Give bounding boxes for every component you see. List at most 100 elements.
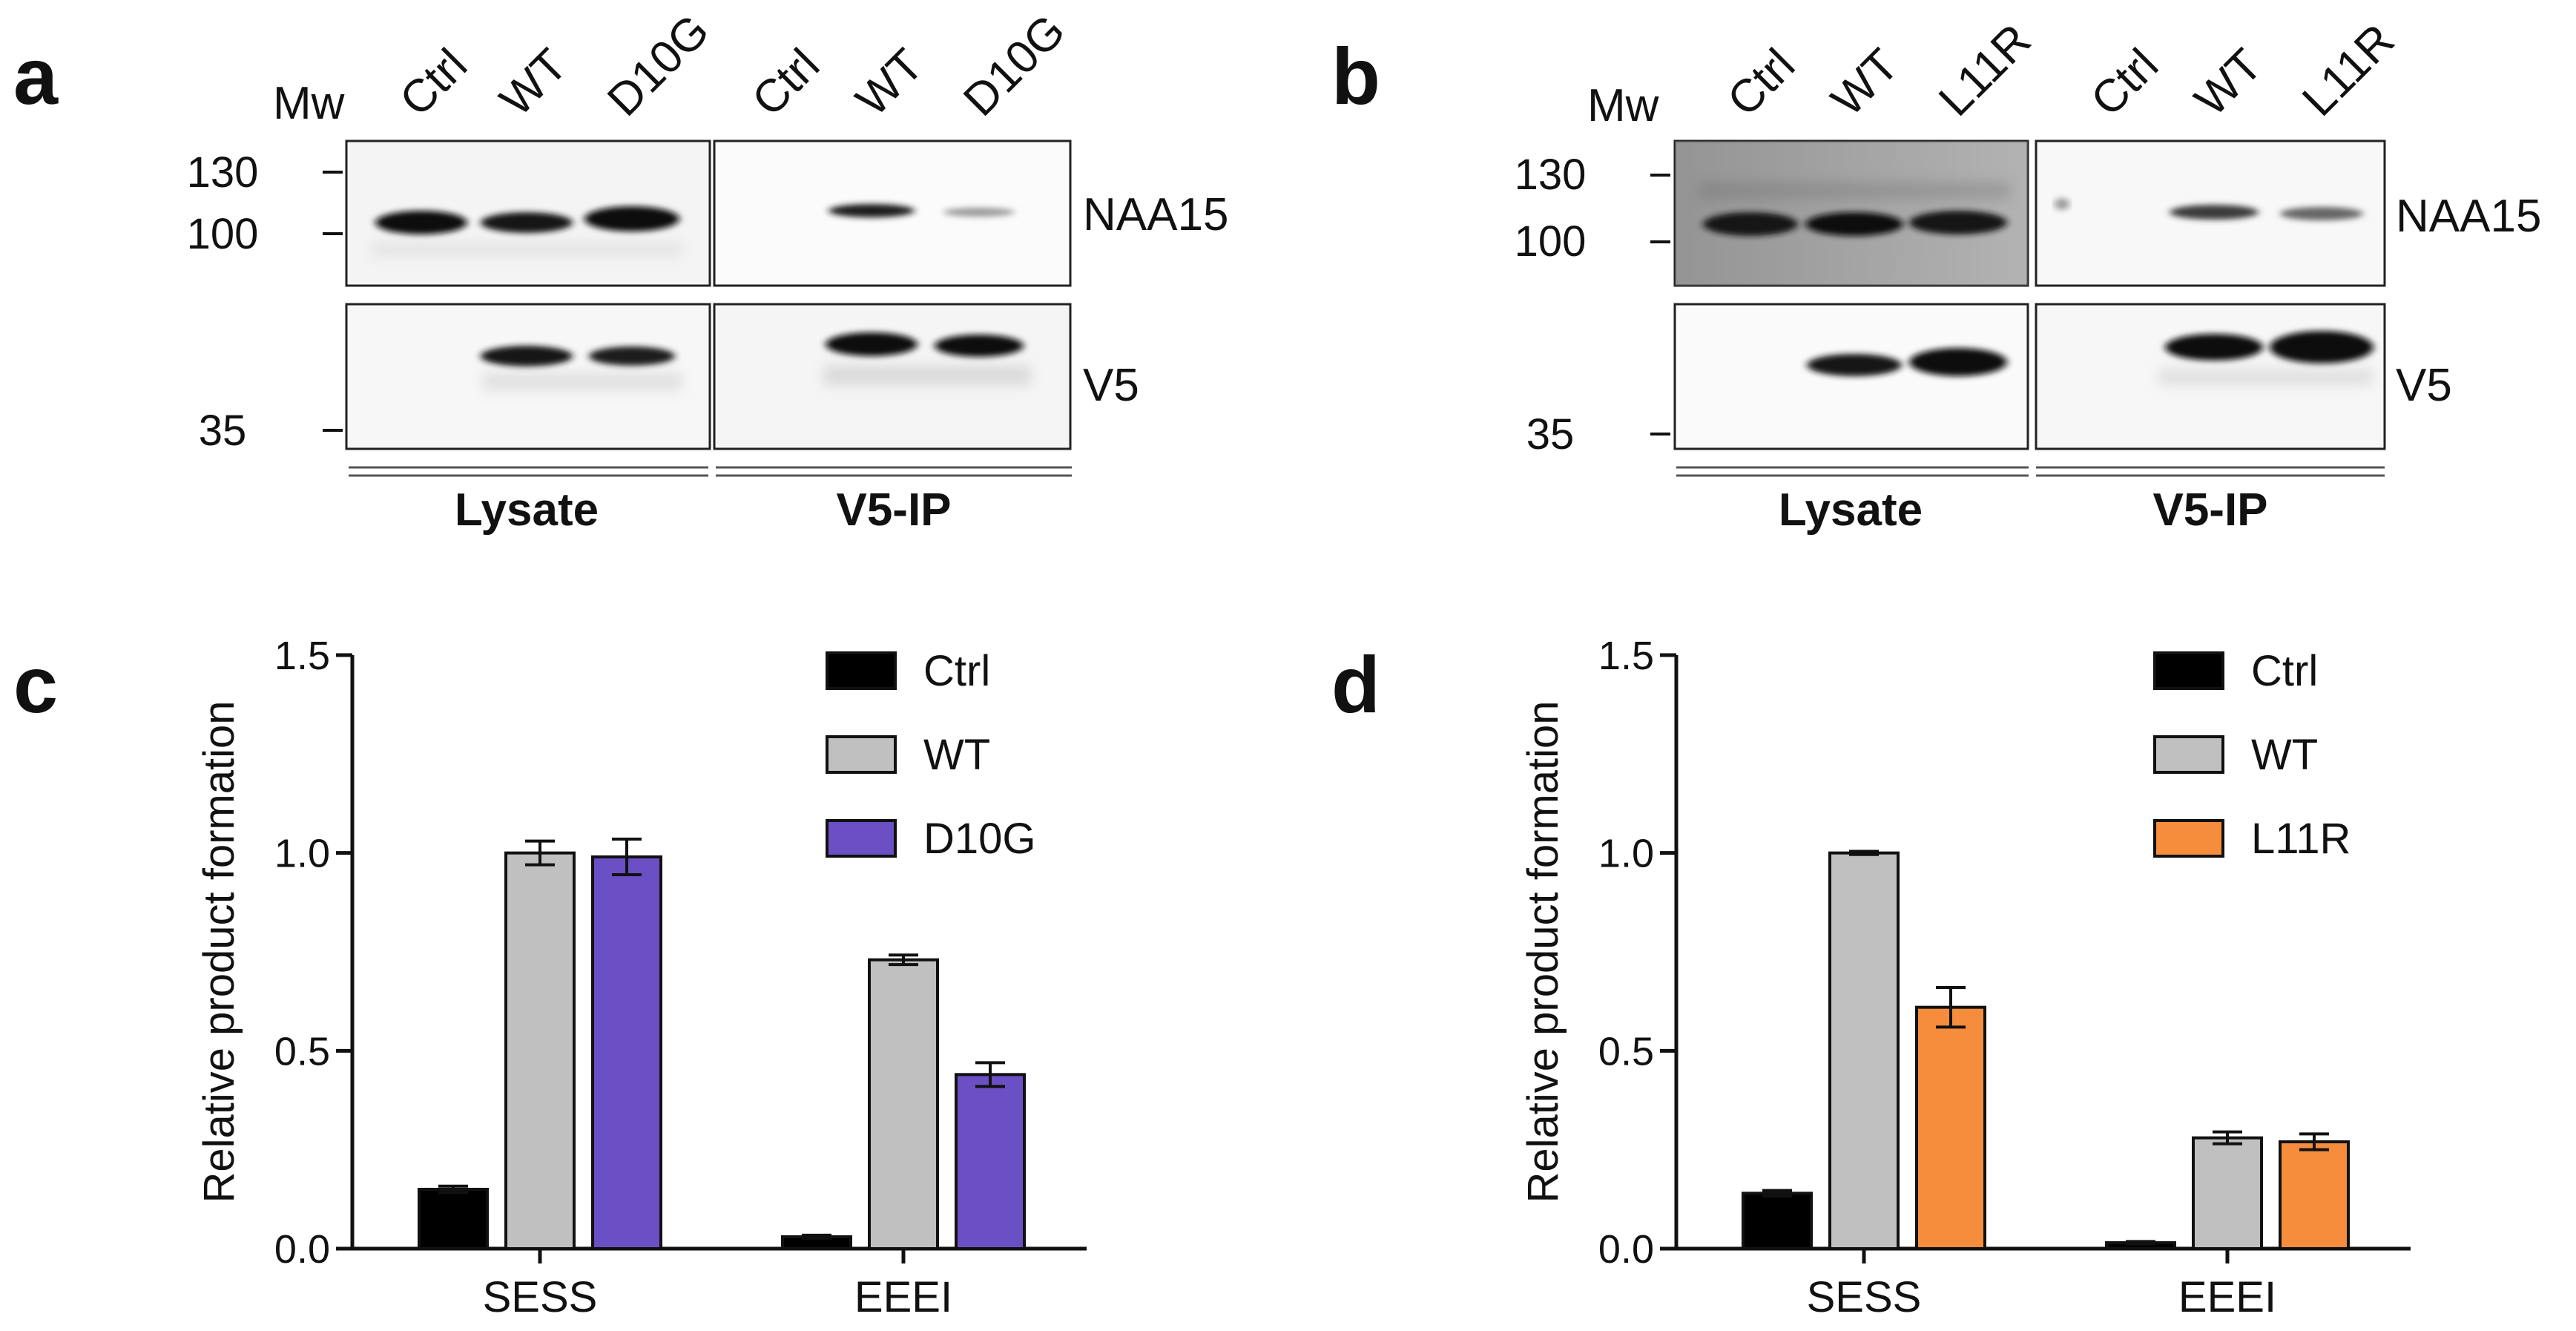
group-label-ip-b: V5-IP: [2152, 484, 2267, 536]
y-tick-label: 0.0: [274, 1227, 330, 1272]
legend-swatch: [826, 819, 897, 858]
legend-label: WT: [2251, 731, 2318, 779]
band: [481, 346, 573, 367]
x-tick-label: EEEI: [854, 1273, 952, 1321]
lane-label-b-2: WT: [1822, 39, 1908, 126]
bar: [868, 958, 939, 1250]
y-tick-label: 0.0: [1598, 1227, 1654, 1272]
band: [1805, 212, 1903, 236]
blot-b-naa15-lysate: [1673, 139, 2029, 287]
lane-label-a-2: WT: [490, 39, 577, 126]
y-axis-label: Relative product formation: [195, 701, 243, 1203]
legend-swatch: [826, 651, 897, 690]
legend-swatch: [826, 735, 897, 774]
panel-label-a: a: [13, 31, 59, 121]
band: [584, 206, 679, 231]
y-axis-label: Relative product formation: [1519, 701, 1567, 1203]
blot-b-naa15-ip: [2035, 139, 2386, 287]
band: [2270, 331, 2374, 364]
group-label-lysate-a: Lysate: [455, 484, 599, 536]
blot-a-naa15-ip: [713, 139, 1072, 287]
band: [481, 212, 573, 233]
mw-35-b: 35: [1526, 410, 1575, 459]
bar: [1742, 1192, 1813, 1251]
bar: [1828, 851, 1900, 1250]
bar: [2192, 1136, 2263, 1250]
panel-a: a Mw Ctrl WT D10G Ctrl WT D10G 130 100 3…: [13, 5, 1228, 536]
band: [2280, 207, 2363, 220]
lane-label-a-4: Ctrl: [742, 39, 829, 126]
blot-b-v5-lysate: [1673, 303, 2029, 450]
mw-header-b: Mw: [1587, 80, 1659, 131]
legend-swatch: [2153, 819, 2224, 858]
band: [2055, 198, 2069, 210]
group-label-ip-a: V5-IP: [836, 484, 951, 536]
protein-label-a-v5: V5: [1083, 360, 1139, 411]
lane-label-a-5: WT: [846, 39, 933, 126]
y-tick-label: 1.5: [1598, 634, 1654, 678]
legend-label: D10G: [923, 815, 1036, 863]
lane-label-b-3: L11R: [1929, 15, 2040, 126]
lane-label-a-1: Ctrl: [390, 39, 477, 126]
legend-swatch: [2153, 651, 2224, 690]
band: [943, 208, 1015, 217]
legend-label: Ctrl: [923, 647, 990, 695]
band: [826, 332, 918, 356]
blot-a-naa15-lysate: [345, 139, 711, 287]
lane-label-b-1: Ctrl: [1718, 39, 1805, 126]
y-tick-label: 0.5: [274, 1029, 330, 1074]
group-label-lysate-b: Lysate: [1779, 484, 1923, 536]
mw-100-b: 100: [1515, 217, 1587, 266]
lane-labels-a: Ctrl WT D10G Ctrl WT D10G: [390, 5, 1075, 126]
mw-header-a: Mw: [273, 78, 345, 129]
lane-label-b-4: Ctrl: [2081, 39, 2168, 126]
bar: [591, 855, 662, 1250]
x-tick-label: EEEI: [2178, 1273, 2276, 1321]
x-tick-label: SESS: [1807, 1273, 1922, 1321]
lane-label-b-6: L11R: [2293, 15, 2404, 126]
band: [935, 335, 1024, 357]
band: [1909, 348, 2007, 376]
protein-label-b-naa15: NAA15: [2396, 191, 2541, 242]
band: [1703, 212, 1798, 236]
mw-100-a: 100: [187, 210, 259, 258]
lane-label-b-5: WT: [2185, 39, 2272, 126]
panel-label-b: b: [1331, 31, 1380, 121]
bar: [418, 1188, 489, 1250]
band: [589, 346, 675, 366]
blot-a-v5-ip: [713, 303, 1072, 450]
chart-c: 0.0 0.5 1.0 1.5 Relative product formation SE…: [195, 634, 1087, 1321]
band: [1909, 211, 2007, 234]
y-tick-label: 1.0: [1598, 832, 1654, 876]
blot-b-v5-ip: [2035, 303, 2386, 450]
bar: [504, 851, 576, 1250]
legend-swatch: [2153, 735, 2224, 774]
band: [1807, 354, 1902, 376]
bar: [1915, 1005, 1986, 1250]
chart-d: 0.0 0.5 1.0 1.5 Relative product formation SE…: [1519, 634, 2411, 1321]
legend-label: Ctrl: [2251, 647, 2318, 695]
bar: [2279, 1140, 2350, 1250]
band: [829, 204, 915, 217]
y-tick-label: 1.5: [274, 634, 330, 678]
panel-label-c: c: [13, 640, 58, 729]
band: [2170, 205, 2259, 220]
protein-label-b-v5: V5: [2396, 360, 2452, 411]
band: [2165, 334, 2263, 361]
mw-130-a: 130: [187, 148, 259, 197]
lane-label-a-6: D10G: [954, 5, 1075, 126]
mw-130-b: 130: [1515, 151, 1587, 199]
band: [375, 211, 467, 234]
y-tick-label: 0.5: [1598, 1029, 1654, 1074]
lane-labels-b: Ctrl WT L11R Ctrl WT L11R: [1718, 15, 2404, 126]
y-tick-label: 1.0: [274, 832, 330, 876]
legend-label: L11R: [2251, 815, 2351, 863]
legend-label: WT: [923, 731, 990, 779]
blot-a-v5-lysate: [345, 303, 711, 450]
protein-label-a-naa15: NAA15: [1083, 189, 1228, 240]
bar: [955, 1073, 1026, 1251]
panel-label-d: d: [1331, 640, 1380, 729]
panel-b: b Mw Ctrl WT L11R Ctrl WT L11R 130 100 3…: [1331, 15, 2541, 536]
mw-35-a: 35: [199, 407, 247, 455]
